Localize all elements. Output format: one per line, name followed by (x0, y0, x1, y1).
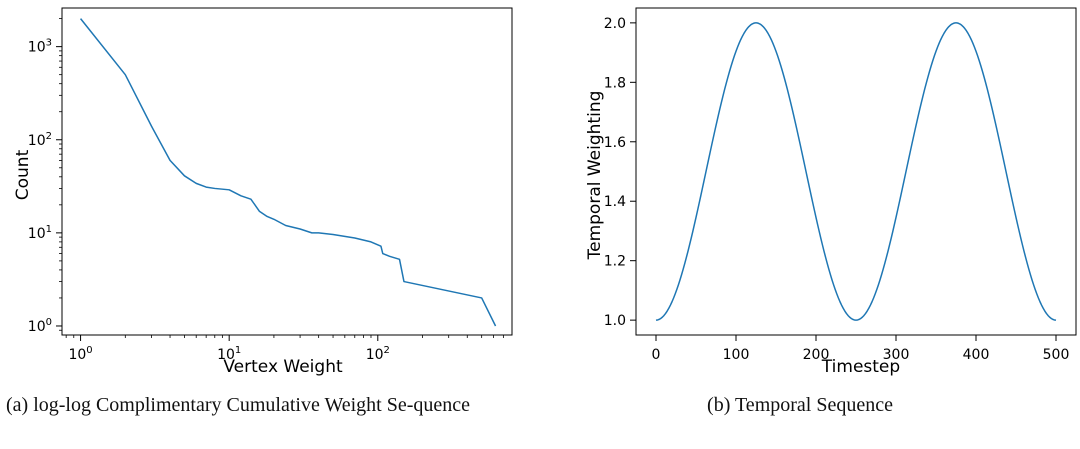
caption-a: (a) log-log Complimentary Cumulative Wei… (6, 394, 471, 416)
y-tick-label: 101 (28, 224, 52, 242)
chart-a-xlabel: Vertex Weight (223, 357, 343, 377)
y-tick-label: 100 (28, 317, 52, 335)
y-tick-label: 1.4 (604, 194, 626, 210)
x-tick-label: 400 (963, 347, 990, 363)
y-tick-label: 2.0 (604, 16, 626, 32)
x-tick-label: 100 (723, 347, 750, 363)
series-line (79, 18, 497, 327)
x-tick-label: 300 (883, 347, 910, 363)
chart-a-marks: 100 101 102 100 101 102 103 (28, 18, 504, 363)
chart-a-frame (61, 7, 513, 336)
y-tick-label: 1.8 (604, 75, 626, 91)
y-tick-label: 102 (28, 131, 52, 149)
loglog-chart: 100 101 102 100 101 102 103 Vertex Weight Coun… (13, 7, 513, 377)
y-tick-label: 103 (28, 38, 52, 56)
x-tick-label: 102 (366, 345, 390, 363)
x-tick-label: 0 (652, 347, 661, 363)
chart-b-xlabel: Timestep (821, 357, 900, 377)
y-tick-label: 1.2 (604, 254, 626, 270)
x-tick-label: 101 (217, 345, 241, 363)
chart-b-frame (635, 7, 1077, 336)
x-tick-label: 200 (803, 347, 830, 363)
chart-a-ylabel: Count (13, 149, 33, 200)
y-tick-label: 1.0 (604, 313, 626, 329)
chart-b-marks: 0 100 200 300 400 500 1.0 1.2 1.4 1.6 1.8 2.0 (604, 16, 1070, 363)
x-tick-label: 100 (68, 345, 92, 363)
x-tick-label: 500 (1043, 347, 1070, 363)
y-tick-label: 1.6 (604, 135, 626, 151)
temporal-chart: 0 100 200 300 400 500 1.0 1.2 1.4 1.6 1.8 2.0 Times… (585, 7, 1077, 377)
series-line (655, 22, 1057, 321)
caption-b: (b) Temporal Sequence (707, 394, 893, 416)
chart-b-ylabel: Temporal Weighting (585, 91, 605, 261)
